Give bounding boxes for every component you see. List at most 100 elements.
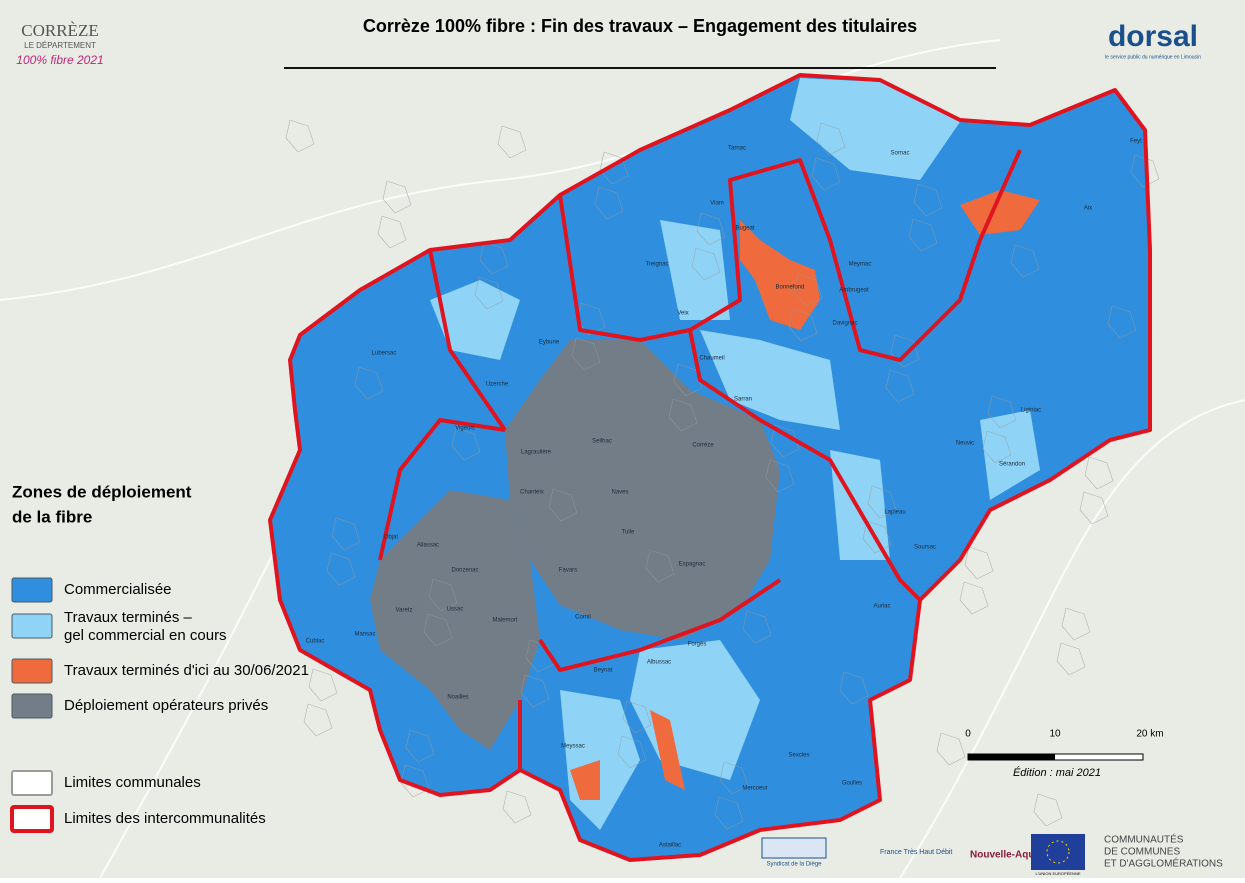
- commune-label: Tarnac: [728, 146, 746, 152]
- commune-label: Espagnac: [679, 562, 706, 568]
- logo-right-tagline: le service public du numérique en Limous…: [1105, 54, 1201, 60]
- zone-travaux-juin: [570, 760, 600, 800]
- commune-limit: [1130, 154, 1160, 188]
- territory: Tulle Naves Seilhac Corrèze Chanteix Favars Co…: [268, 73, 1160, 862]
- legend-label: Commercialisée: [64, 581, 172, 598]
- commune-label: Sornac: [890, 151, 909, 157]
- zone-operateurs-prives: [370, 490, 540, 750]
- commune-limit: [326, 552, 356, 586]
- commune-limit: [423, 613, 453, 647]
- commune-limit: [964, 546, 994, 580]
- commune-limit: [890, 334, 920, 368]
- logo-left-sub: LE DÉPARTEMENT: [24, 41, 96, 50]
- commune-limit: [867, 485, 897, 519]
- commune-limit: [617, 735, 647, 769]
- legend-label: Limites communales: [64, 774, 201, 791]
- legend-swatch: [11, 770, 53, 796]
- commune-limit: [548, 488, 578, 522]
- commune-limit: [788, 308, 818, 342]
- commune-limit: [520, 674, 550, 708]
- commune-limit: [770, 424, 800, 458]
- commune-label: Ussac: [447, 607, 464, 613]
- partner: France Très Haut Débit: [880, 849, 952, 856]
- commune-label: Chaumeil: [699, 356, 724, 362]
- commune-limit: [908, 218, 938, 252]
- commune-limit: [885, 369, 915, 403]
- commune-label: Donzenac: [451, 568, 478, 574]
- commune-label: Lapleau: [884, 510, 905, 516]
- legend-label: Déploiement opérateurs privés: [64, 697, 268, 714]
- commune-label: Mansac: [354, 632, 375, 638]
- commune-limit: [474, 276, 504, 310]
- commune-label: Bonnefond: [775, 285, 804, 291]
- legend-swatch: [11, 693, 53, 719]
- intercommunal-limit: [538, 578, 782, 672]
- commune-limit: [599, 151, 629, 185]
- commune-limit: [1033, 793, 1063, 827]
- scale-bar: 0 10 20 km Édition : mai 2021: [965, 729, 1163, 779]
- commune-limit: [696, 212, 726, 246]
- commune-limit: [377, 215, 407, 249]
- commune-label: Allassac: [417, 543, 439, 549]
- scale-label: 0: [965, 729, 971, 740]
- zone-operateurs-prives: [505, 340, 780, 640]
- intercommunal-limit: [759, 418, 922, 602]
- commune-label: Eyburie: [539, 340, 560, 346]
- commune-limit: [1084, 456, 1114, 490]
- commune-label: Vigeois: [455, 426, 475, 432]
- commune-limit: [451, 427, 481, 461]
- commune-label: Mercoeur: [742, 786, 767, 792]
- intercommunal-limit: [688, 329, 762, 422]
- commune-limit: [936, 732, 966, 766]
- commune-limit: [354, 366, 384, 400]
- title: Corrèze 100% fibre : Fin des travaux – E…: [363, 16, 917, 36]
- commune-label: Aix: [1084, 206, 1092, 212]
- commune-label: Feyt: [1130, 139, 1142, 145]
- commune-limit: [959, 581, 989, 615]
- commune-label: Soursac: [914, 545, 936, 551]
- commune-label: Bugeat: [735, 226, 754, 232]
- commune-limit: [594, 186, 624, 220]
- commune-label: Beynat: [594, 668, 613, 674]
- commune-label: Cornil: [575, 615, 591, 621]
- commune-label: Albussac: [647, 660, 671, 666]
- commune-label: Goulles: [842, 781, 862, 787]
- partner: Nouvelle-Aquitaine: [970, 850, 1061, 861]
- commune-limit: [982, 430, 1012, 464]
- commune-label: Seilhac: [592, 439, 612, 445]
- logo-left: CORRÈZE: [21, 21, 98, 40]
- zone-travaux-juin: [650, 710, 685, 790]
- legend-label: Travaux terminés d'ici au 30/06/2021: [64, 662, 309, 679]
- commune-label: Noailles: [447, 695, 468, 701]
- commune-limit: [308, 668, 338, 702]
- commune-limit: [765, 459, 795, 493]
- legend-swatch: [11, 658, 53, 684]
- commune-limit: [691, 247, 721, 281]
- legend-label: Travaux terminés –: [64, 609, 192, 626]
- commune-label: Ambrugeat: [839, 288, 869, 294]
- commune-label: Auriac: [873, 604, 890, 610]
- commune-label: Forgès: [688, 642, 707, 648]
- scale-label: 20 km: [1136, 729, 1163, 740]
- commune-limit: [331, 517, 361, 551]
- commune-limit: [303, 703, 333, 737]
- commune-limit: [645, 549, 675, 583]
- commune-limit: [571, 337, 601, 371]
- legend-swatch: [11, 577, 53, 603]
- commune-limit: [285, 119, 315, 153]
- commune-label: Davignac: [832, 321, 857, 327]
- commune-label: Veix: [677, 311, 688, 317]
- commune-label: Sérandon: [999, 462, 1025, 468]
- partner: L'UNION EUROPÉENNE: [1036, 871, 1081, 876]
- intercommunal-limit: [268, 73, 1152, 862]
- commune-label: Neuvic: [956, 441, 974, 447]
- commune-label: Lagraulière: [521, 450, 552, 456]
- commune-limit: [1079, 491, 1109, 525]
- commune-limit: [839, 671, 869, 705]
- commune-limit: [987, 395, 1017, 429]
- logo-left-fibre: 100% fibre 2021: [16, 53, 103, 67]
- commune-limit: [811, 157, 841, 191]
- edition: Édition : mai 2021: [1013, 766, 1101, 779]
- partner: COMMUNAUTÉS: [1104, 833, 1184, 846]
- commune-label: Lubersac: [372, 351, 397, 357]
